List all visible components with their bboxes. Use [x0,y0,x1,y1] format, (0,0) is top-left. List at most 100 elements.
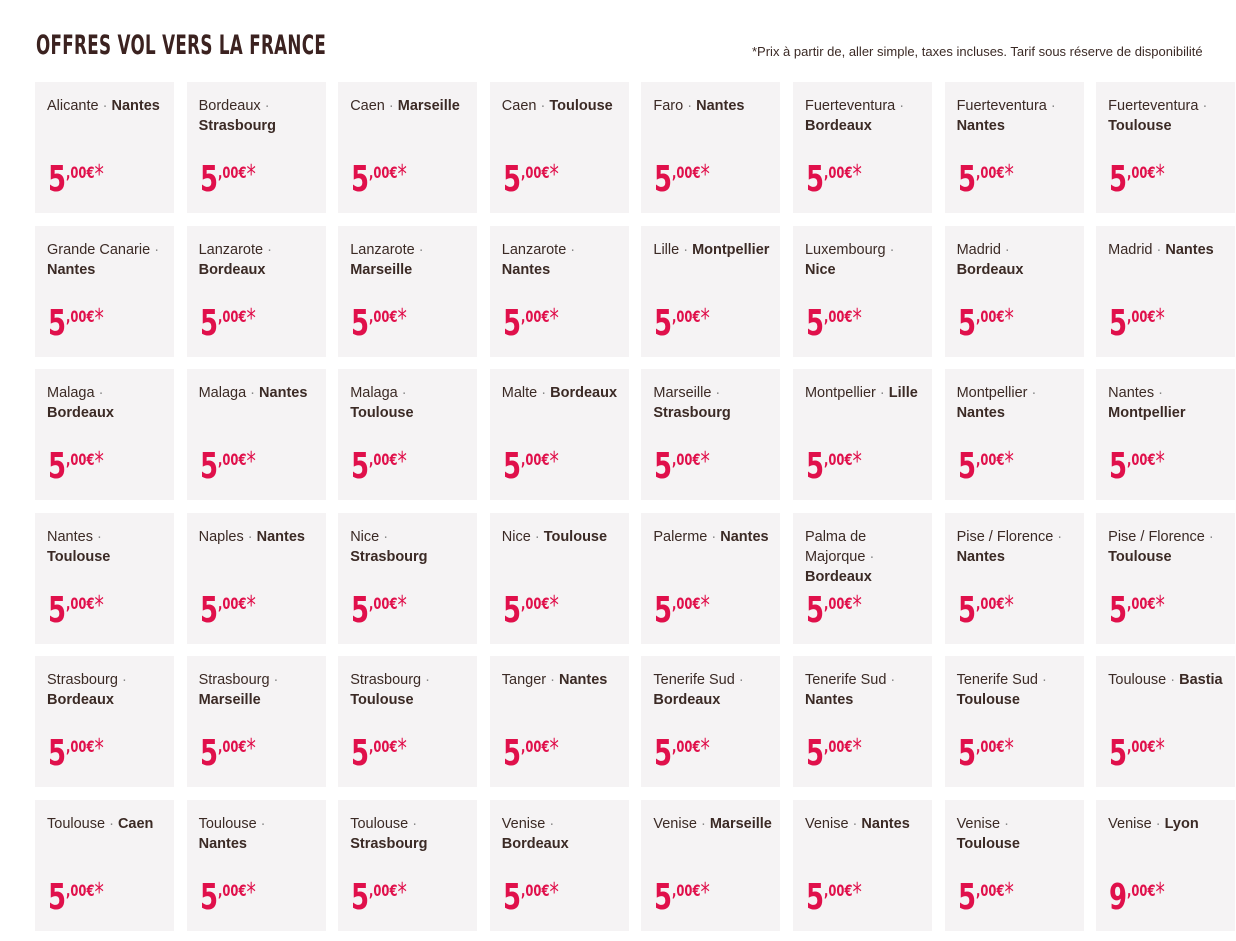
destination: Marseille [709,815,772,832]
offer-card[interactable]: Madrid · Bordeaux 5,00€* [944,225,1084,357]
offer-card[interactable]: Toulouse · Nantes 5,00€* [186,799,326,931]
price-decimals: ,00€ [1127,163,1156,182]
price-decimals: ,00€ [1127,450,1156,470]
price: 5,00€* [1109,303,1165,344]
origin: Venise [501,815,546,832]
offer-card[interactable]: Malaga · Bordeaux 5,00€* [35,369,174,501]
offer-card[interactable]: Montpellier · Lille 5,00€* [792,369,932,501]
offer-card[interactable]: Venise · Nantes 5,00€* [792,799,932,931]
route: Montpellier · Nantes [957,383,1076,423]
price-decimals: ,00€ [520,593,550,613]
price-integer: 9 [1109,876,1128,918]
offer-card[interactable]: Strasbourg · Marseille 5,00€* [186,656,326,788]
offer-card[interactable]: Palerme · Nantes 5,00€* [641,512,781,644]
offer-card[interactable]: Lanzarote · Nantes 5,00€* [489,225,629,357]
offer-card[interactable]: Tenerife Sud · Nantes 5,00€* [792,656,932,788]
offer-card[interactable]: Nice · Strasbourg 5,00€* [338,512,478,644]
offer-card[interactable]: Tanger · Nantes 5,00€* [489,656,629,788]
offer-card[interactable]: Strasbourg · Bordeaux 5,00€* [35,656,174,788]
price-decimals: ,00€ [66,163,95,182]
origin: Alicante [47,98,99,114]
offer-card[interactable]: Grande Canarie · Nantes 5,00€* [35,225,174,357]
offer-card[interactable]: Pise / Florence · Nantes 5,00€* [944,512,1084,644]
offer-card[interactable]: Venise · Toulouse 5,00€* [944,799,1084,931]
price-integer: 5 [654,159,673,200]
offer-card[interactable]: Pise / Florence · Toulouse 5,00€* [1096,512,1236,644]
origin: Pise / Florence [1108,528,1205,545]
origin: Nantes [47,528,93,545]
route: Pise / Florence · Toulouse [1108,527,1227,567]
destination: Marseille [397,98,460,114]
offer-card[interactable]: Madrid · Nantes 5,00€* [1096,225,1236,357]
route: Strasbourg · Toulouse [350,670,469,710]
offer-card[interactable]: Toulouse · Strasbourg 5,00€* [338,799,478,931]
origin: Luxembourg [804,241,886,258]
origin: Lanzarote [501,241,567,258]
offer-card[interactable]: Bordeaux · Strasbourg 5,00€* [186,82,326,213]
offer-card[interactable]: Nantes · Montpellier 5,00€* [1096,369,1236,501]
offer-card[interactable]: Lille · Montpellier 5,00€* [641,225,781,357]
destination: Bordeaux [804,568,872,585]
separator: · [683,98,697,114]
separator: · [1198,98,1208,114]
destination: Nantes [1165,241,1214,258]
offer-card[interactable]: Faro · Nantes 5,00€* [641,82,781,213]
offer-card[interactable]: Palma de Majorque · Bordeaux 5,00€* [792,512,932,644]
offer-card[interactable]: Fuerteventura · Toulouse 5,00€* [1096,82,1236,213]
offer-card[interactable]: Caen · Marseille 5,00€* [338,82,478,213]
offer-card[interactable]: Malaga · Nantes 5,00€* [186,369,326,501]
price-decimals: ,00€ [520,306,550,326]
offer-card[interactable]: Caen · Toulouse 5,00€* [489,82,629,213]
price-integer: 5 [502,302,521,344]
price-decimals: ,00€ [217,737,247,757]
price-integer: 5 [654,876,673,918]
origin: Tenerife Sud [956,672,1038,689]
destination: Nantes [696,98,745,114]
price: 5,00€* [1109,590,1165,631]
offer-card[interactable]: Luxembourg · Nice 5,00€* [792,225,932,357]
price: 5,00€* [503,734,559,774]
offer-card[interactable]: Fuerteventura · Bordeaux 5,00€* [792,82,932,213]
origin: Nice [350,528,380,545]
offer-card[interactable]: Toulouse · Bastia 5,00€* [1096,656,1236,788]
offer-card[interactable]: Malte · Bordeaux 5,00€* [489,369,629,501]
offer-card[interactable]: Montpellier · Nantes 5,00€* [944,369,1084,501]
price-asterisk: * [246,734,256,765]
offer-card[interactable]: Strasbourg · Toulouse 5,00€* [338,656,478,788]
price-asterisk: * [1004,734,1014,765]
offer-card[interactable]: Nice · Toulouse 5,00€* [489,512,629,644]
price: 5,00€* [503,877,559,918]
price-asterisk: * [246,160,256,190]
offer-card[interactable]: Lanzarote · Marseille 5,00€* [338,225,478,357]
price: 5,00€* [351,590,407,631]
offer-card[interactable]: Lanzarote · Bordeaux 5,00€* [186,225,326,357]
offer-card[interactable]: Marseille · Strasbourg 5,00€* [641,369,781,501]
offer-card[interactable]: Nantes · Toulouse 5,00€* [35,512,174,644]
price-decimals: ,00€ [824,306,853,326]
offer-card[interactable]: Venise · Marseille 5,00€* [641,799,781,931]
price-integer: 5 [199,302,218,344]
offer-card[interactable]: Tenerife Sud · Toulouse 5,00€* [944,656,1084,788]
offer-card[interactable]: Naples · Nantes 5,00€* [186,512,326,644]
price: 5,00€* [958,447,1014,487]
destination: Nantes [559,672,608,689]
offer-card[interactable]: Fuerteventura · Nantes 5,00€* [944,82,1084,213]
destination: Caen [117,815,154,832]
separator: · [414,241,424,258]
offer-card[interactable]: Venise · Lyon 9,00€* [1096,799,1236,931]
separator: · [734,672,744,689]
offer-card[interactable]: Malaga · Toulouse 5,00€* [338,369,478,501]
route: Caen · Toulouse [502,96,621,116]
offer-card[interactable]: Toulouse · Caen 5,00€* [35,799,174,931]
price-decimals: ,00€ [217,163,247,182]
separator: · [1000,815,1009,832]
price-decimals: ,00€ [217,450,247,470]
price-integer: 5 [1109,159,1128,200]
price-decimals: ,00€ [672,737,701,757]
price-decimals: ,00€ [217,880,247,900]
offer-card[interactable]: Tenerife Sud · Bordeaux 5,00€* [641,656,781,788]
offer-card[interactable]: Alicante · Nantes 5,00€* [35,82,174,213]
separator: · [246,385,260,402]
price-integer: 5 [654,446,673,488]
offer-card[interactable]: Venise · Bordeaux 5,00€* [489,799,629,931]
